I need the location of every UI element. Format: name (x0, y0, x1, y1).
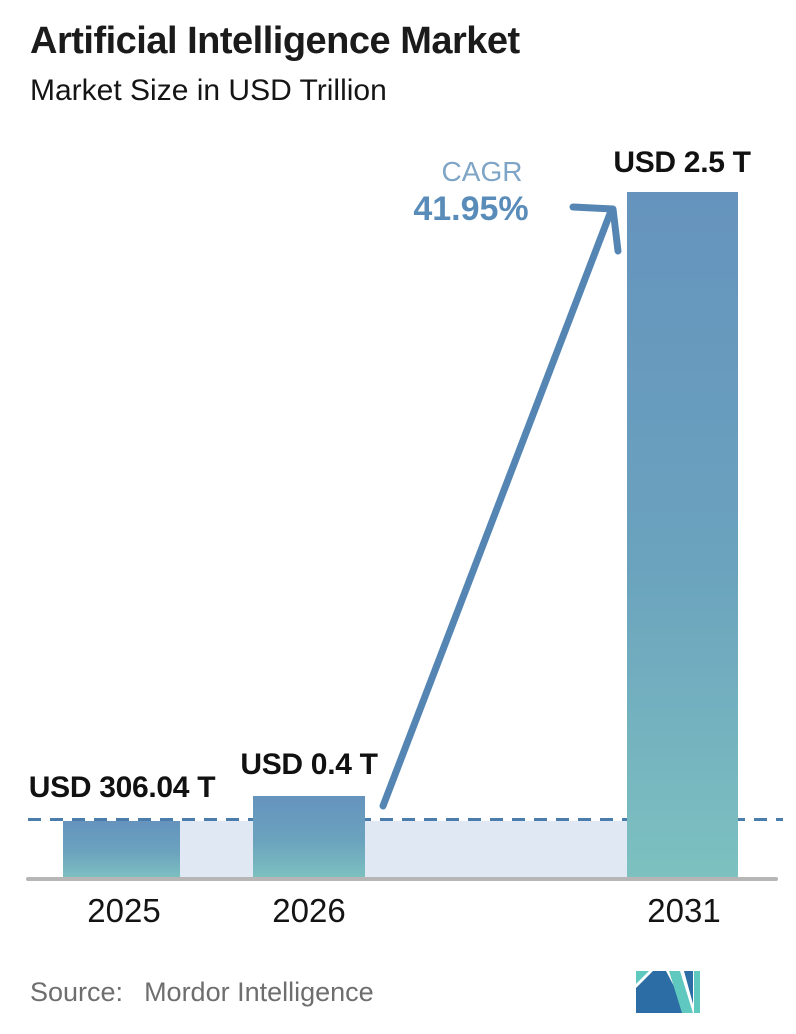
logo-teal-triangle (636, 971, 649, 984)
x-tick-2025: 2025 (87, 892, 161, 929)
source-row: Source: Mordor Intelligence (30, 977, 374, 1008)
x-tick-2026: 2026 (272, 892, 346, 929)
dashed-reference-line (28, 818, 783, 821)
cagr-value: 41.95% (413, 190, 529, 228)
value-label-2026: USD 0.4 T (240, 748, 378, 781)
x-tick-2031: 2031 (647, 892, 721, 929)
mordor-intelligence-logo (636, 971, 700, 1013)
bar-2025 (63, 821, 180, 878)
chart-subtitle: Market Size in USD Trillion (30, 74, 387, 107)
logo-teal-bar (694, 971, 700, 1013)
bar-2031 (627, 192, 738, 878)
logo-blue-band (636, 971, 688, 1013)
chart-title: Artificial Intelligence Market (30, 20, 520, 62)
logo-teal-stripe (669, 971, 693, 1013)
cagr-arrow-shaft (379, 207, 615, 810)
source-name: Mordor Intelligence (144, 977, 374, 1007)
value-label-2031: USD 2.5 T (613, 146, 751, 179)
cagr-arrow-head (569, 203, 622, 255)
source-label: Source: (30, 977, 124, 1007)
value-label-2025: USD 306.04 T (28, 771, 216, 804)
bar-2026 (253, 796, 365, 878)
cagr-label: CAGR (441, 156, 523, 187)
logo-blue-triangle (684, 971, 693, 1004)
x-axis-line (26, 877, 778, 881)
